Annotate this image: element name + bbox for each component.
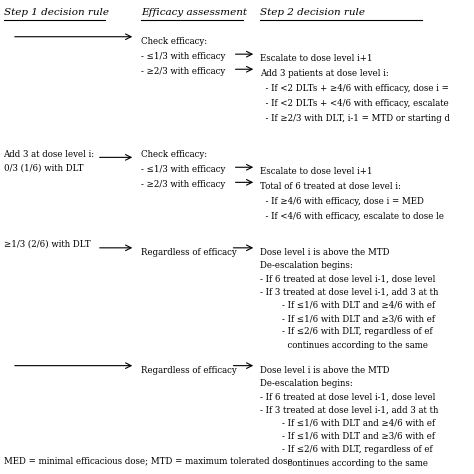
Text: De-escalation begins:: De-escalation begins:	[260, 379, 353, 388]
Text: - If ≤2/6 with DLT, regardless of ef: - If ≤2/6 with DLT, regardless of ef	[260, 328, 433, 337]
Text: Escalate to dose level i+1: Escalate to dose level i+1	[260, 54, 373, 63]
Text: - ≤1/3 with efficacy: - ≤1/3 with efficacy	[141, 52, 226, 61]
Text: Regardless of efficacy: Regardless of efficacy	[141, 248, 237, 257]
Text: - If ≥2/3 with DLT, i-1 = MTD or starting d: - If ≥2/3 with DLT, i-1 = MTD or startin…	[260, 115, 450, 124]
Text: continues according to the same: continues according to the same	[260, 458, 428, 467]
Text: - If 6 treated at dose level i-1, dose level: - If 6 treated at dose level i-1, dose l…	[260, 392, 436, 401]
Text: Check efficacy:: Check efficacy:	[141, 36, 208, 46]
Text: Check efficacy:: Check efficacy:	[141, 150, 208, 159]
Text: Add 3 at dose level i:: Add 3 at dose level i:	[3, 150, 95, 159]
Text: - If ≤1/6 with DLT and ≥3/6 with ef: - If ≤1/6 with DLT and ≥3/6 with ef	[260, 432, 435, 441]
Text: Regardless of efficacy: Regardless of efficacy	[141, 365, 237, 374]
Text: - If <2 DLTs + ≥4/6 with efficacy, dose i =: - If <2 DLTs + ≥4/6 with efficacy, dose …	[260, 84, 449, 93]
Text: - If <2 DLTs + <4/6 with efficacy, escalate: - If <2 DLTs + <4/6 with efficacy, escal…	[260, 100, 449, 109]
Text: - ≤1/3 with efficacy: - ≤1/3 with efficacy	[141, 165, 226, 174]
Text: Escalate to dose level i+1: Escalate to dose level i+1	[260, 167, 373, 176]
Text: De-escalation begins:: De-escalation begins:	[260, 261, 353, 270]
Text: Dose level i is above the MTD: Dose level i is above the MTD	[260, 248, 390, 257]
Text: - ≥2/3 with efficacy: - ≥2/3 with efficacy	[141, 180, 226, 189]
Text: Add 3 patients at dose level i:: Add 3 patients at dose level i:	[260, 69, 389, 78]
Text: - If <4/6 with efficacy, escalate to dose le: - If <4/6 with efficacy, escalate to dos…	[260, 212, 444, 221]
Text: ≥1/3 (2/6) with DLT: ≥1/3 (2/6) with DLT	[3, 239, 90, 248]
Text: - If ≤1/6 with DLT and ≥4/6 with ef: - If ≤1/6 with DLT and ≥4/6 with ef	[260, 419, 436, 428]
Text: - If 6 treated at dose level i-1, dose level: - If 6 treated at dose level i-1, dose l…	[260, 274, 436, 283]
Text: - If 3 treated at dose level i-1, add 3 at th: - If 3 treated at dose level i-1, add 3 …	[260, 288, 439, 297]
Text: - If ≥4/6 with efficacy, dose i = MED: - If ≥4/6 with efficacy, dose i = MED	[260, 197, 424, 206]
Text: Efficacy assessment: Efficacy assessment	[141, 9, 247, 18]
Text: 0/3 (1/6) with DLT: 0/3 (1/6) with DLT	[3, 164, 83, 173]
Text: - If 3 treated at dose level i-1, add 3 at th: - If 3 treated at dose level i-1, add 3 …	[260, 405, 439, 414]
Text: Total of 6 treated at dose level i:: Total of 6 treated at dose level i:	[260, 182, 401, 191]
Text: - If ≤2/6 with DLT, regardless of ef: - If ≤2/6 with DLT, regardless of ef	[260, 445, 433, 454]
Text: - If ≤1/6 with DLT and ≥3/6 with ef: - If ≤1/6 with DLT and ≥3/6 with ef	[260, 314, 435, 323]
Text: Dose level i is above the MTD: Dose level i is above the MTD	[260, 365, 390, 374]
Text: Step 1 decision rule: Step 1 decision rule	[3, 9, 109, 18]
Text: continues according to the same: continues according to the same	[260, 341, 428, 350]
Text: - If ≤1/6 with DLT and ≥4/6 with ef: - If ≤1/6 with DLT and ≥4/6 with ef	[260, 301, 436, 310]
Text: Step 2 decision rule: Step 2 decision rule	[260, 9, 365, 18]
Text: MED = minimal efficacious dose; MTD = maximum tolerated dose: MED = minimal efficacious dose; MTD = ma…	[3, 456, 292, 465]
Text: - ≥2/3 with efficacy: - ≥2/3 with efficacy	[141, 67, 226, 76]
